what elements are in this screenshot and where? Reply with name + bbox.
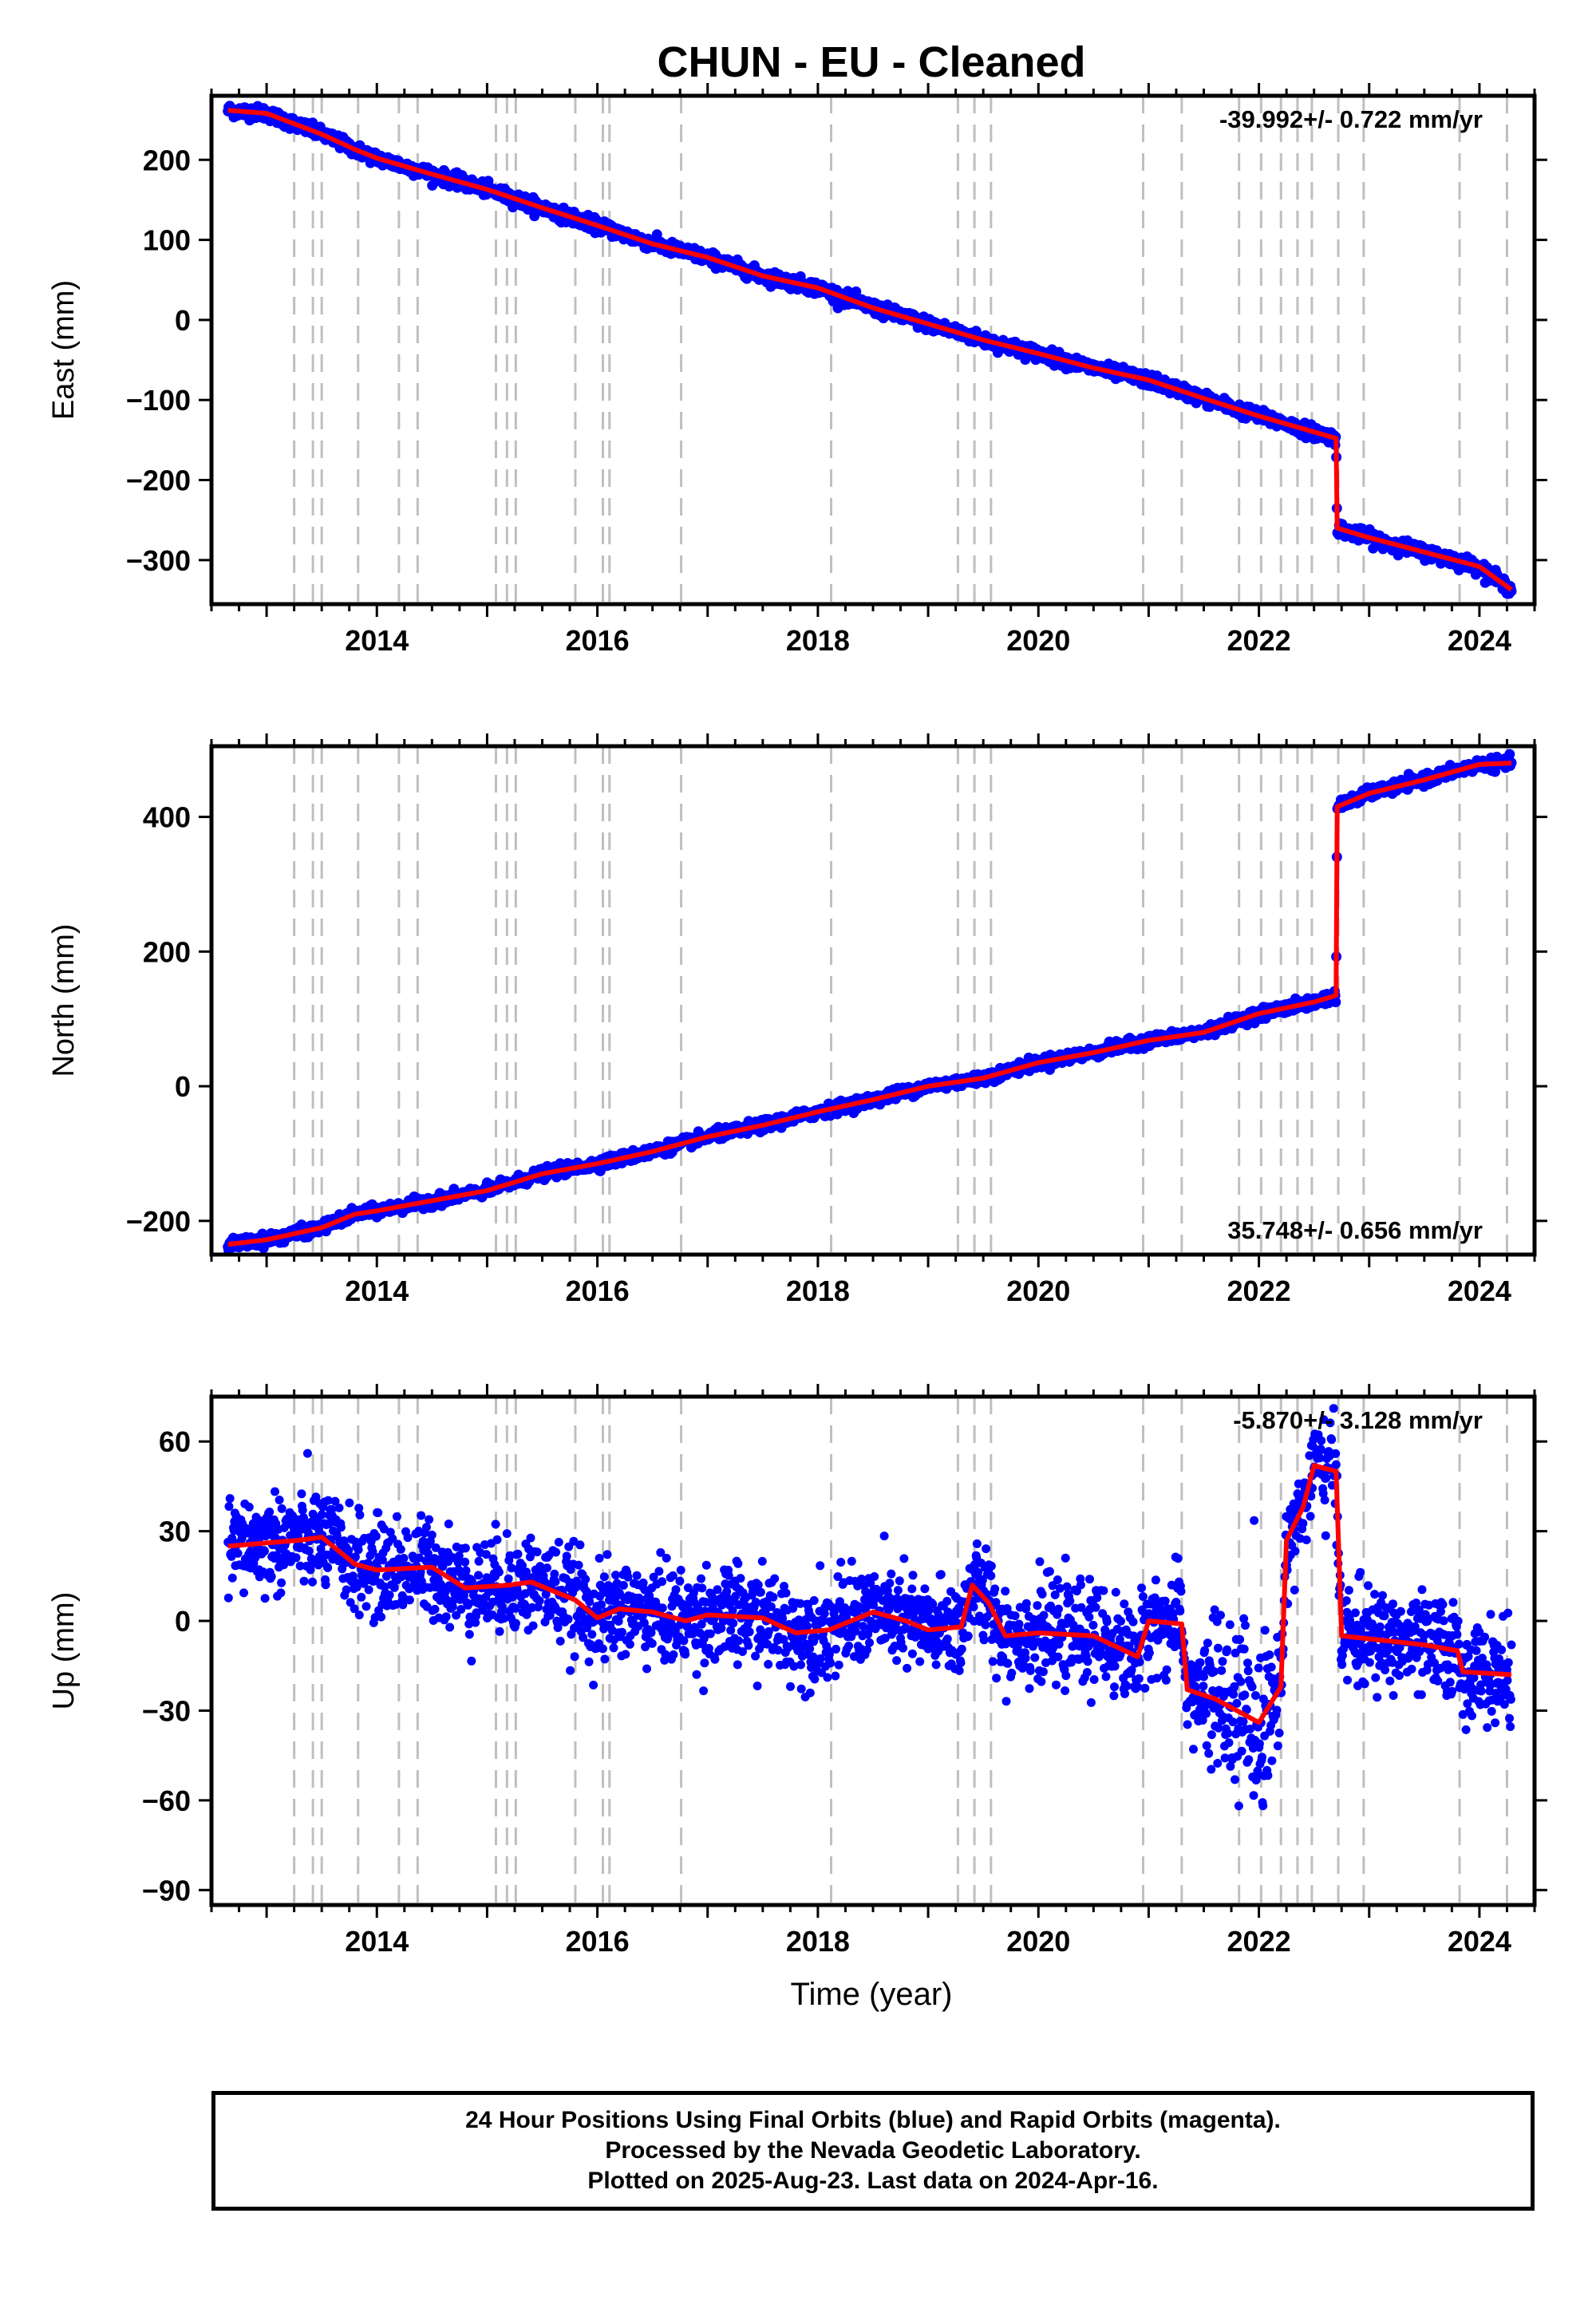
data-point	[225, 1502, 234, 1511]
data-point	[323, 1563, 332, 1572]
chart-panels: 2014 2016 2018 2020 2022 2024 −300 −200 −100 0 100…	[47, 83, 1547, 1958]
data-point	[271, 1488, 279, 1496]
data-point	[260, 1547, 269, 1555]
data-point	[239, 1588, 248, 1597]
data-point	[278, 1504, 286, 1513]
x-tick-label: 2024	[1448, 1275, 1511, 1307]
y-tick-label: 400	[143, 801, 191, 834]
data-point	[277, 1579, 286, 1587]
y-tick-label: 0	[175, 304, 191, 337]
data-point	[305, 1547, 314, 1555]
data-point	[276, 1588, 285, 1597]
data-point	[337, 1523, 346, 1532]
rate-annotation: -39.992+/- 0.722 mm/yr	[1219, 105, 1483, 133]
data-point	[292, 1553, 301, 1562]
data-point	[234, 1549, 243, 1558]
y-tick-label: −200	[126, 1205, 191, 1238]
y-tick-label: −100	[126, 384, 191, 417]
x-tick-label: 2024	[1448, 624, 1511, 657]
data-point	[261, 1594, 270, 1603]
data-point	[345, 1499, 354, 1508]
x-tick-label: 2022	[1227, 1275, 1291, 1307]
x-tick-label: 2016	[566, 624, 630, 657]
x-tick-label: 2020	[1006, 1275, 1070, 1307]
data-point	[303, 1449, 312, 1458]
panel-north: 2014 2016 2018 2020 2022 2024 −200 0 200 400 North…	[47, 733, 1547, 1307]
rate-annotation: 35.748+/- 0.656 mm/yr	[1227, 1216, 1483, 1244]
data-point	[265, 1508, 274, 1516]
y-axis-label: East (mm)	[47, 280, 81, 420]
y-tick-label: −200	[126, 464, 191, 497]
data-point	[1504, 749, 1515, 760]
data-point	[224, 1594, 233, 1603]
x-tick-label: 2018	[786, 624, 850, 657]
model-line	[228, 110, 1511, 590]
chart-title: CHUN - EU - Cleaned	[657, 38, 1085, 86]
x-tick-label: 2014	[345, 1275, 409, 1307]
y-tick-label: 200	[143, 935, 191, 968]
y-tick-label: 0	[175, 1070, 191, 1103]
x-tick-label: 2022	[1227, 624, 1291, 657]
x-tick-label: 2018	[786, 1275, 850, 1307]
data-point	[297, 1489, 306, 1498]
data-point	[267, 1572, 276, 1581]
y-axis-label: North (mm)	[47, 923, 81, 1077]
data-point	[342, 1586, 351, 1595]
data-point	[226, 1494, 235, 1503]
x-tick-label: 2014	[345, 624, 409, 657]
x-tick-label: 2016	[566, 1275, 630, 1307]
panel-east: 2014 2016 2018 2020 2022 2024 −300 −200 −100 0 100…	[47, 83, 1547, 657]
event-lines	[294, 96, 1507, 604]
data-point	[245, 1503, 254, 1512]
data-point	[335, 1504, 344, 1512]
y-tick-label: −300	[126, 544, 191, 577]
x-tick-label: 2020	[1006, 624, 1070, 657]
data-point	[300, 1577, 309, 1586]
data-point	[308, 1578, 317, 1587]
data-point	[322, 1580, 330, 1589]
y-tick-label: 100	[143, 224, 191, 257]
data-point	[228, 1574, 237, 1583]
y-tick-label: 200	[143, 144, 191, 176]
data-points	[223, 101, 1516, 599]
data-point	[275, 1496, 284, 1504]
